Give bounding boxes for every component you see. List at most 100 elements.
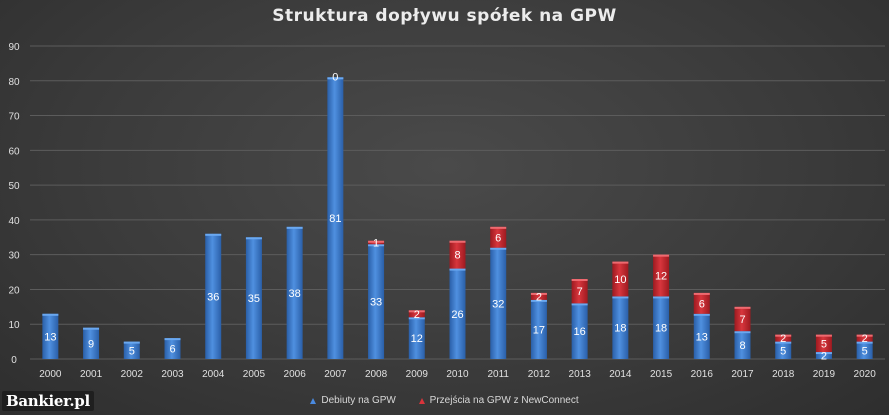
data-label: 7 — [739, 314, 745, 326]
data-label: 32 — [492, 298, 504, 310]
y-tick-label: 20 — [8, 285, 20, 296]
x-tick-label: 2019 — [813, 369, 836, 380]
bar-top-cap — [449, 268, 466, 271]
data-label: 2 — [780, 333, 786, 345]
bar-przejscia — [856, 334, 873, 342]
bar-przejscia — [449, 240, 466, 269]
bar-przejscia — [571, 279, 588, 304]
y-tick-label: 80 — [8, 77, 20, 88]
data-label: 2 — [862, 333, 868, 345]
bar-top-cap — [42, 313, 59, 316]
bar-top-cap — [612, 261, 629, 264]
data-label: 12 — [411, 333, 423, 345]
bar-top-cap — [408, 310, 425, 313]
data-label: 36 — [207, 291, 219, 303]
data-label: 18 — [655, 323, 667, 335]
bar-top-cap — [653, 296, 670, 299]
data-label: 35 — [248, 293, 260, 305]
x-tick-label: 2014 — [609, 369, 632, 380]
bar-przejscia — [734, 306, 751, 332]
bar-debiuty — [123, 341, 140, 359]
data-label: 9 — [88, 338, 94, 350]
legend-swatch-debiuty — [310, 397, 317, 404]
data-label: 2 — [536, 291, 542, 303]
x-tick-label: 2007 — [324, 369, 347, 380]
x-tick-label: 2015 — [650, 369, 673, 380]
y-tick-label: 70 — [8, 112, 20, 123]
data-label: 5 — [862, 345, 868, 357]
bar-debiuty — [856, 341, 873, 359]
bar-debiuty — [612, 296, 629, 359]
data-label: 13 — [44, 331, 56, 343]
x-tick-label: 2009 — [406, 369, 429, 380]
bar-przejscia — [612, 261, 629, 297]
bar-debiuty — [693, 313, 710, 359]
bar-debiuty — [368, 244, 385, 359]
y-tick-label: 50 — [8, 181, 20, 192]
bar-top-cap — [408, 317, 425, 320]
legend-label-debiuty: Debiuty na GPW — [321, 395, 396, 406]
x-tick-label: 2016 — [691, 369, 714, 380]
chart-title: Struktura dopływu spółek na GPW — [272, 6, 617, 26]
data-label: 6 — [495, 232, 501, 244]
bar-top-cap — [571, 303, 588, 306]
bar-top-cap — [693, 292, 710, 295]
bar-top-cap — [83, 327, 100, 330]
data-label: 81 — [329, 213, 341, 225]
x-tick-label: 2017 — [731, 369, 754, 380]
bar-przejscia — [530, 292, 547, 300]
bar-top-cap — [693, 313, 710, 316]
x-tick-label: 2003 — [161, 369, 184, 380]
x-tick-label: 2001 — [80, 369, 103, 380]
legend-item-debiuty: Debiuty na GPW — [310, 395, 396, 406]
bar-top-cap — [856, 334, 873, 337]
legend-item-przejscia: Przejścia na GPW z NewConnect — [418, 395, 579, 406]
bar-top-cap — [612, 296, 629, 299]
x-tick-label: 2004 — [202, 369, 225, 380]
bar-top-cap — [286, 226, 303, 229]
x-tick-label: 2012 — [528, 369, 551, 380]
bar-top-cap — [815, 334, 832, 337]
bar-top-cap — [368, 244, 385, 247]
bar-debiuty — [205, 233, 222, 359]
data-label: 38 — [289, 288, 301, 300]
bar-przejscia — [693, 292, 710, 314]
bar-top-cap — [653, 254, 670, 257]
bar-top-cap — [205, 233, 222, 236]
x-tick-label: 2018 — [772, 369, 795, 380]
x-tick-label: 2005 — [243, 369, 266, 380]
data-label: 8 — [739, 340, 745, 352]
bar-debiuty — [83, 327, 100, 359]
bar-przejscia — [408, 310, 425, 318]
bar-przejscia — [815, 334, 832, 353]
x-tick-label: 2000 — [39, 369, 62, 380]
bar-debiuty — [815, 352, 832, 359]
bar-top-cap — [530, 299, 547, 302]
y-tick-label: 90 — [8, 42, 20, 53]
bar-debiuty — [571, 303, 588, 359]
data-label: 6 — [699, 298, 705, 310]
legend: Debiuty na GPW Przejścia na GPW z NewCon… — [0, 395, 889, 407]
data-label: 8 — [454, 250, 460, 262]
bar-debiuty — [490, 247, 507, 359]
bankier-logo: Bankier.pl — [2, 391, 94, 411]
y-tick-label: 30 — [8, 251, 20, 262]
bar-top-cap — [775, 341, 792, 344]
y-tick-label: 40 — [8, 216, 20, 227]
data-label: 1 — [373, 237, 379, 249]
legend-label-przejscia: Przejścia na GPW z NewConnect — [429, 395, 579, 406]
x-tick-label: 2006 — [284, 369, 307, 380]
bar-debiuty — [449, 268, 466, 359]
data-label: 12 — [655, 271, 667, 283]
x-tick-label: 2013 — [569, 369, 592, 380]
bar-top-cap — [775, 334, 792, 337]
x-tick-label: 2011 — [487, 369, 509, 380]
bar-top-cap — [164, 338, 181, 341]
bar-debiuty — [775, 341, 792, 359]
bar-top-cap — [327, 77, 344, 80]
data-label: 5 — [821, 338, 827, 350]
bar-top-cap — [815, 352, 832, 355]
data-label: 5 — [129, 345, 135, 357]
bar-top-cap — [490, 247, 507, 250]
